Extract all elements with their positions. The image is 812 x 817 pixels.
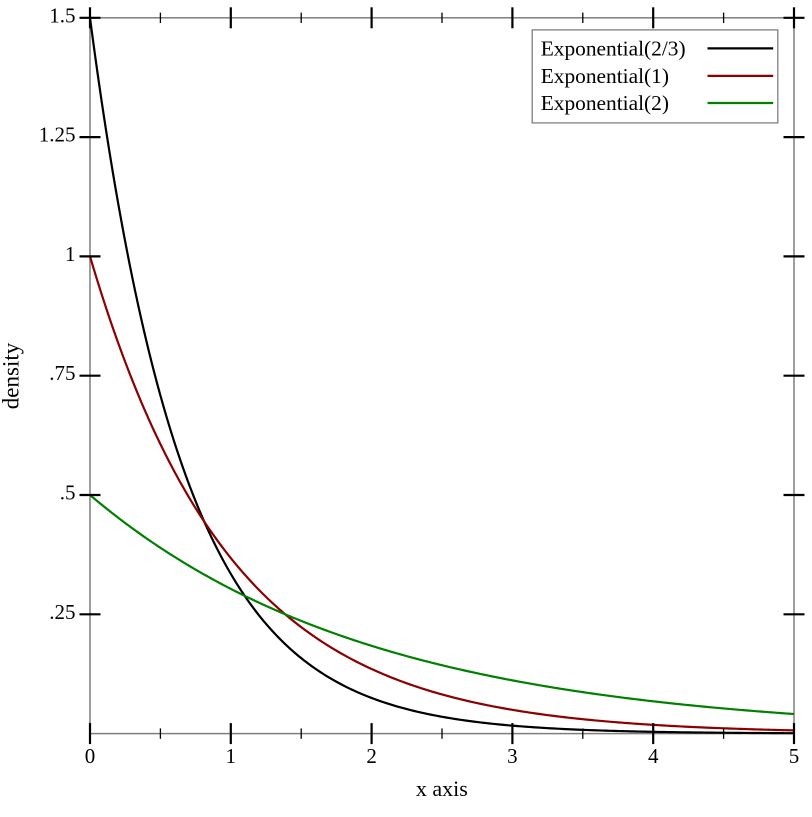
svg-text:Exponential(2/3): Exponential(2/3) [541, 36, 686, 60]
svg-text:1: 1 [65, 242, 76, 266]
svg-text:Exponential(1): Exponential(1) [541, 64, 669, 88]
svg-text:4: 4 [648, 744, 659, 768]
svg-text:1.5: 1.5 [49, 3, 75, 27]
svg-text:Exponential(2): Exponential(2) [541, 91, 669, 115]
svg-text:2: 2 [366, 744, 377, 768]
svg-text:density: density [0, 342, 24, 409]
svg-text:.75: .75 [49, 361, 75, 385]
svg-text:.25: .25 [49, 600, 75, 624]
svg-text:0: 0 [85, 744, 96, 768]
svg-text:1.25: 1.25 [39, 123, 76, 147]
svg-text:3: 3 [507, 744, 518, 768]
svg-text:1: 1 [226, 744, 237, 768]
svg-text:x axis: x axis [416, 776, 468, 801]
svg-text:5: 5 [789, 744, 800, 768]
svg-text:.5: .5 [60, 481, 76, 505]
